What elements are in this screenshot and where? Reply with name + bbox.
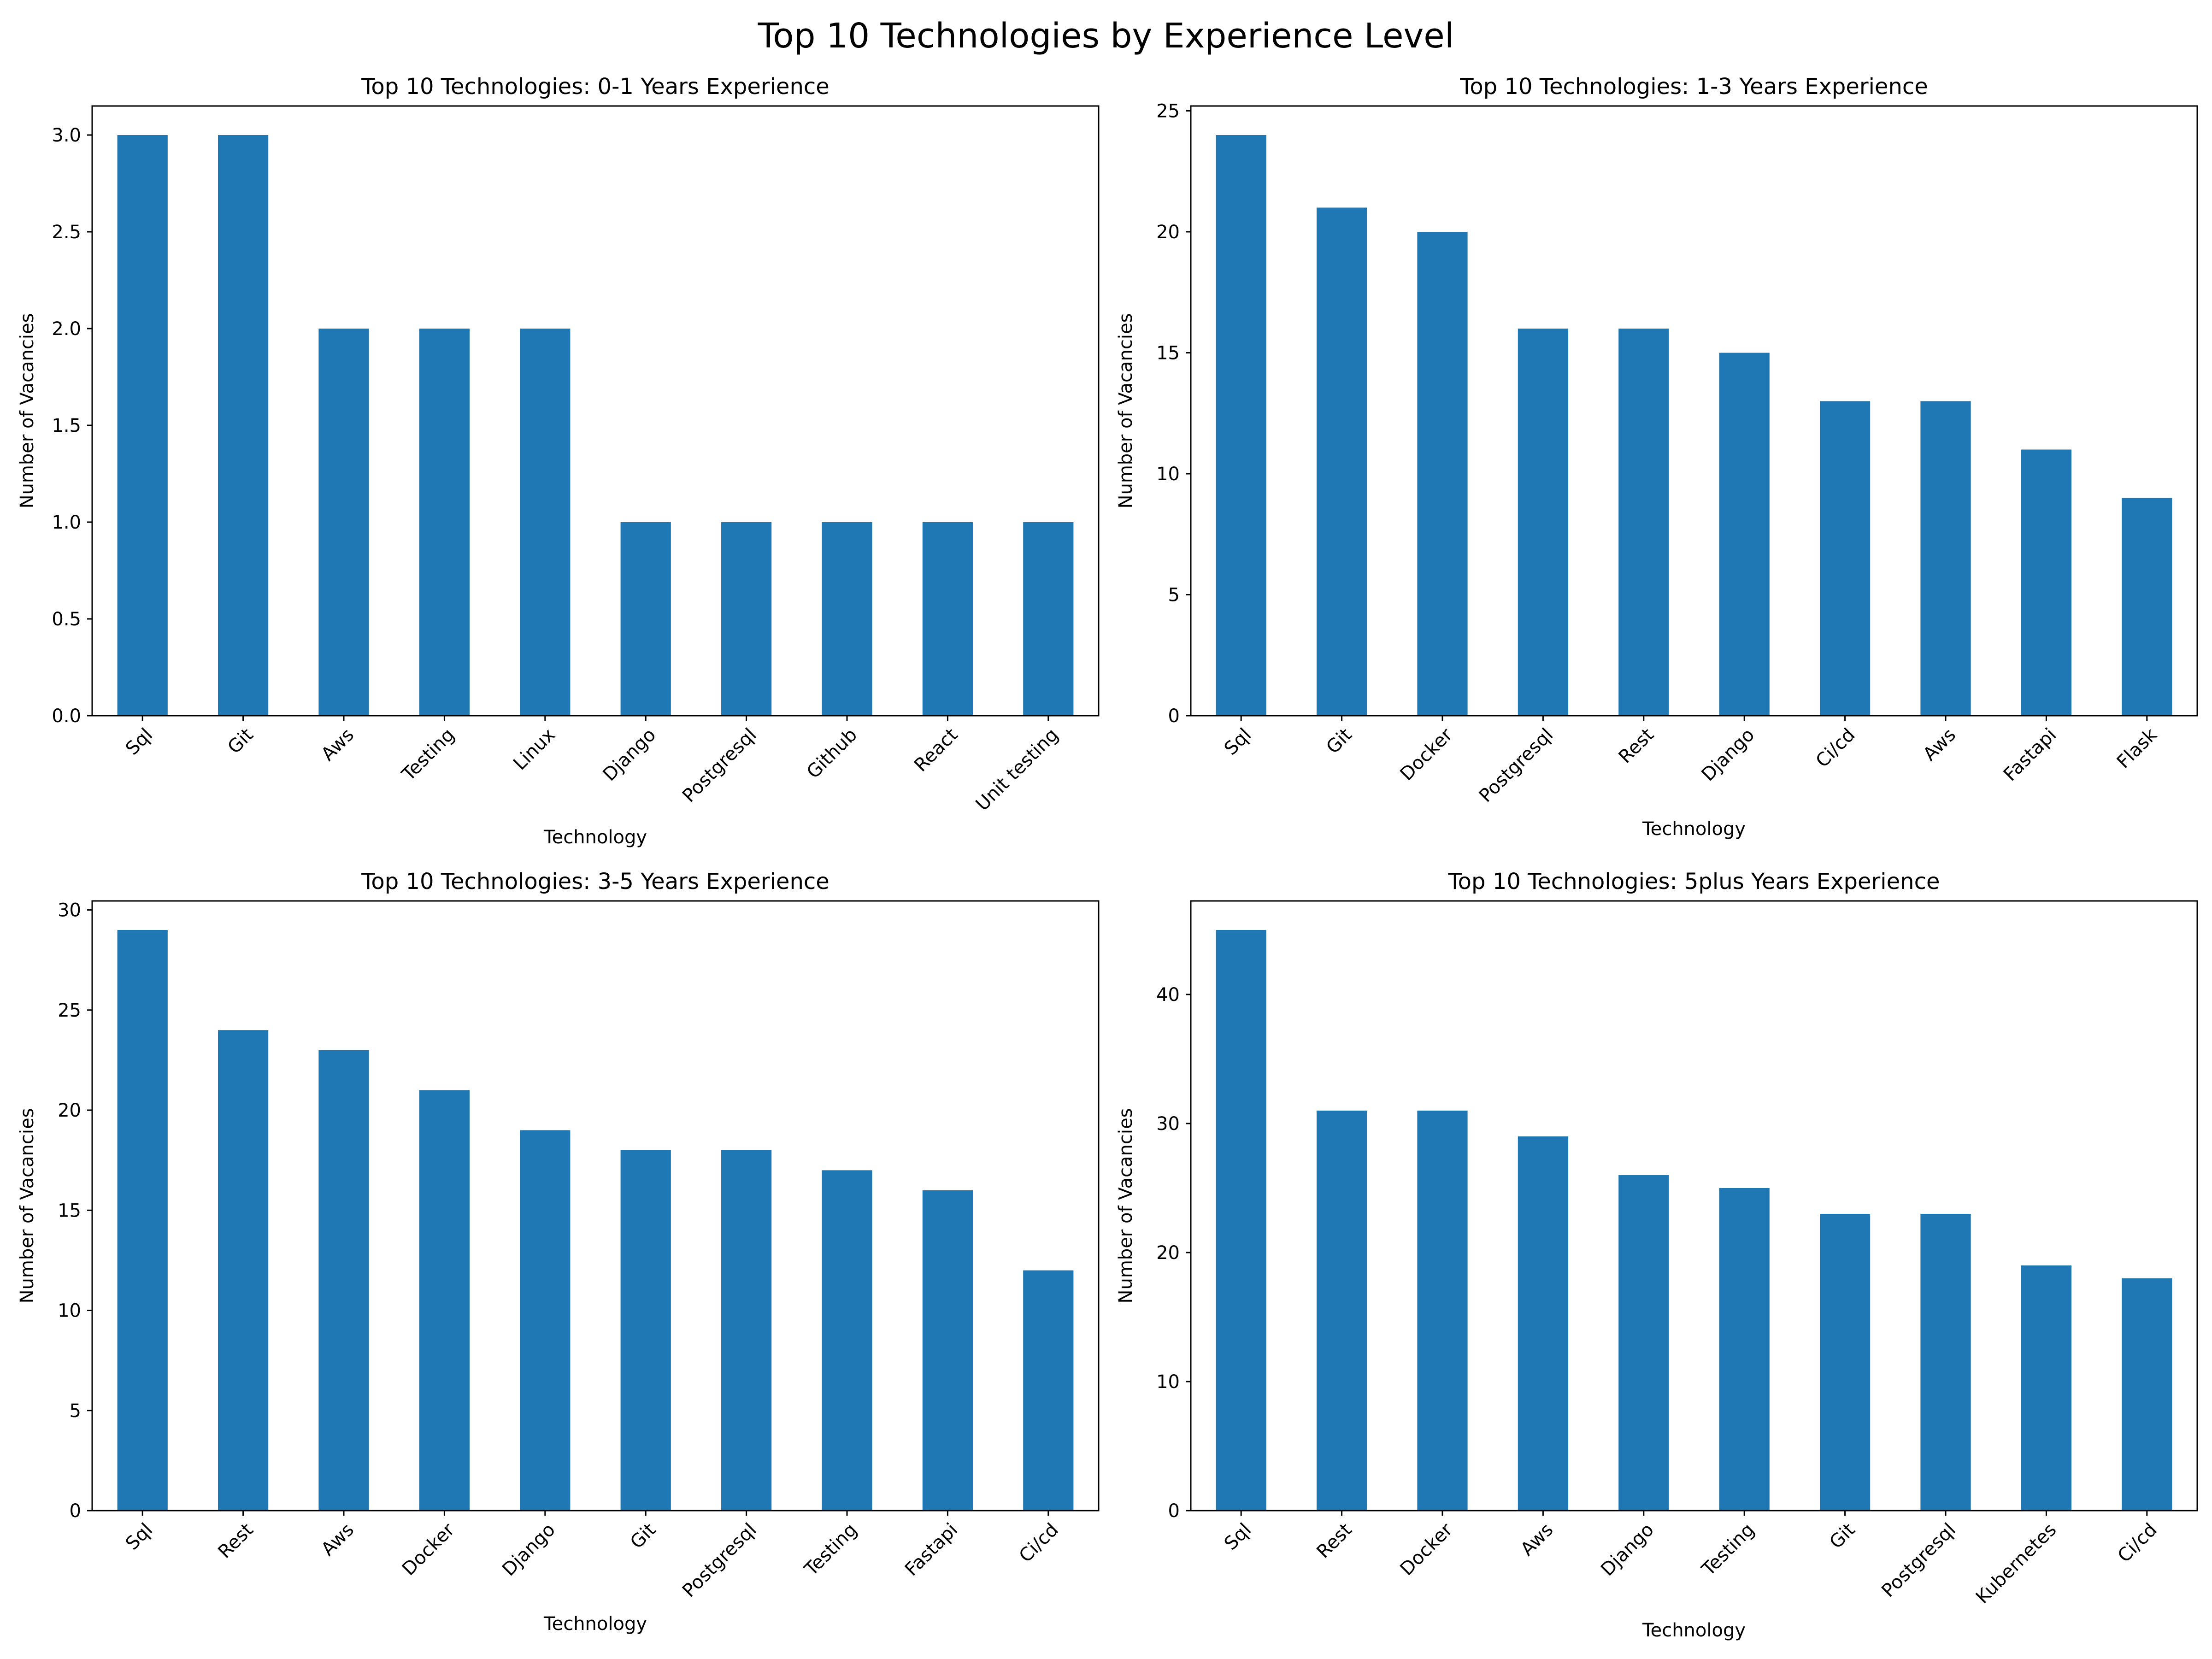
bar: [1518, 329, 1568, 716]
y-tick-label: 20: [1156, 222, 1180, 243]
chart-title: Top 10 Technologies: 1-3 Years Experienc…: [1459, 74, 1928, 100]
y-tick-label: 30: [1156, 1113, 1180, 1135]
x-axis-label: Technology: [543, 1613, 647, 1635]
bar: [721, 522, 772, 716]
y-tick-label: 40: [1156, 984, 1180, 1006]
bar: [218, 1030, 269, 1511]
y-tick-label: 30: [58, 900, 81, 921]
bar: [1719, 1188, 1770, 1511]
bar: [1618, 1175, 1669, 1511]
y-tick-label: 0: [1168, 706, 1180, 727]
bar: [1820, 401, 1871, 716]
bar: [117, 930, 168, 1511]
y-axis-label: Number of Vacancies: [1115, 1108, 1136, 1304]
bar: [1618, 329, 1669, 716]
bar: [1820, 1214, 1871, 1511]
y-axis-label: Number of Vacancies: [17, 313, 38, 509]
bar: [1518, 1136, 1568, 1511]
bar: [2021, 449, 2071, 716]
bar: [1216, 135, 1266, 716]
bar: [1920, 1214, 1971, 1511]
figure-suptitle: Top 10 Technologies by Experience Level: [758, 16, 1454, 56]
y-tick-label: 5: [70, 1400, 81, 1422]
axes-frame: [1190, 900, 2198, 1512]
y-tick-label: 0.0: [52, 706, 81, 727]
bar: [318, 1050, 369, 1511]
bar: [2122, 498, 2172, 716]
bar: [721, 1150, 772, 1511]
y-tick-label: 15: [58, 1200, 81, 1221]
y-tick-label: 20: [1156, 1242, 1180, 1264]
bar: [922, 1190, 973, 1511]
bar: [1317, 1111, 1367, 1511]
y-tick-label: 2.5: [52, 222, 81, 243]
x-axis-label: Technology: [1642, 1620, 1746, 1641]
y-tick-label: 20: [58, 1100, 81, 1121]
bar: [520, 329, 571, 716]
bar: [419, 329, 470, 716]
bar: [318, 329, 369, 716]
bar: [1719, 353, 1770, 716]
bar: [1023, 1270, 1074, 1511]
bar: [1216, 930, 1266, 1511]
chart-title: Top 10 Technologies: 3-5 Years Experienc…: [361, 869, 830, 894]
y-tick-label: 1.0: [52, 512, 81, 533]
bar: [1417, 232, 1468, 716]
bar: [1920, 401, 1971, 716]
y-tick-label: 0.5: [52, 609, 81, 630]
bar: [1417, 1111, 1468, 1511]
axes-frame: [91, 900, 1100, 1512]
y-axis-label: Number of Vacancies: [1115, 313, 1136, 509]
chart-title: Top 10 Technologies: 5plus Years Experie…: [1448, 869, 1940, 894]
y-tick-label: 10: [1156, 1371, 1180, 1393]
bar: [922, 522, 973, 716]
y-tick-label: 25: [58, 1000, 81, 1021]
y-tick-label: 15: [1156, 343, 1180, 364]
axes-frame: [91, 105, 1100, 717]
y-axis-label: Number of Vacancies: [17, 1108, 38, 1304]
bar: [822, 522, 872, 716]
axes-frame: [1190, 105, 2198, 717]
y-tick-label: 0: [1168, 1500, 1180, 1522]
bar: [822, 1170, 872, 1511]
x-axis-label: Technology: [543, 827, 647, 848]
x-axis-label: Technology: [1642, 818, 1746, 840]
bar: [2122, 1278, 2172, 1511]
bar: [419, 1090, 470, 1511]
bar: [2021, 1265, 2071, 1511]
bar: [620, 522, 671, 716]
bar: [1317, 207, 1367, 716]
bar: [117, 135, 168, 716]
y-tick-label: 10: [58, 1300, 81, 1322]
y-tick-label: 25: [1156, 101, 1180, 122]
bar: [1023, 522, 1074, 716]
y-tick-label: 3.0: [52, 125, 81, 146]
y-tick-label: 1.5: [52, 415, 81, 436]
bar: [218, 135, 269, 716]
chart-title: Top 10 Technologies: 0-1 Years Experienc…: [361, 74, 830, 100]
y-tick-label: 5: [1168, 585, 1180, 606]
bar: [520, 1130, 571, 1511]
y-tick-label: 2.0: [52, 318, 81, 340]
y-tick-label: 10: [1156, 464, 1180, 485]
y-tick-label: 0: [70, 1500, 81, 1522]
bar: [620, 1150, 671, 1511]
